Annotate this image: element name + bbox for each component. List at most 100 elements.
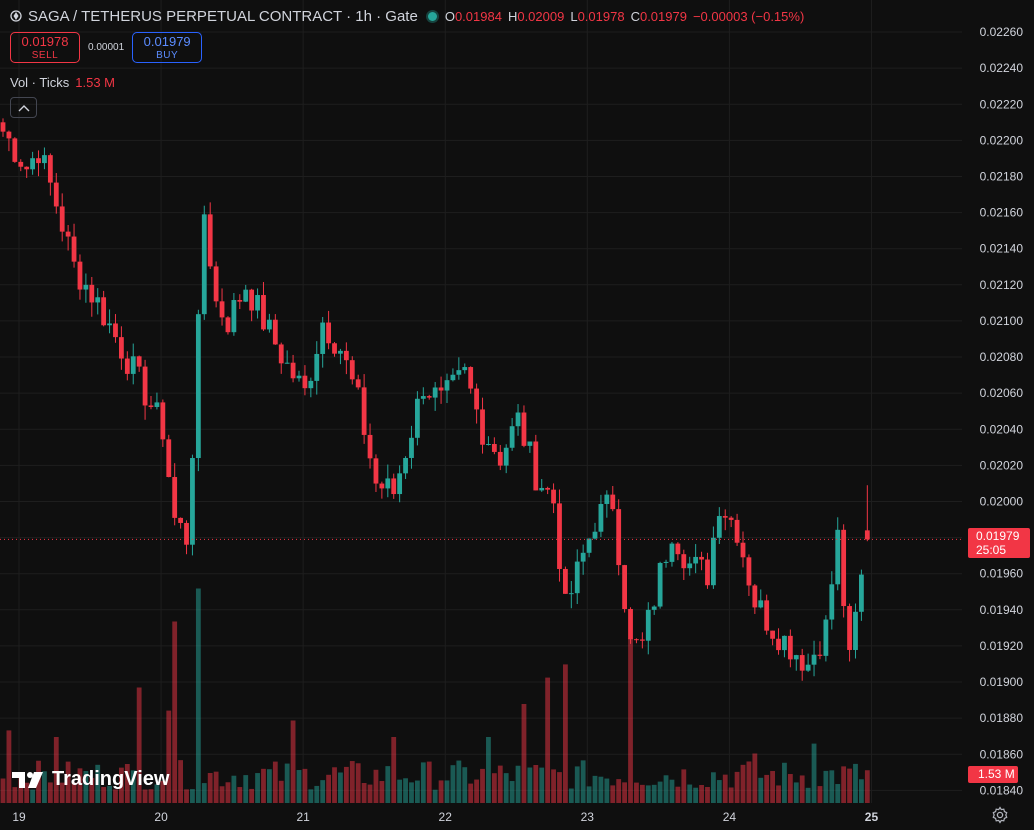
candle-body (705, 559, 710, 586)
volume-bar (332, 767, 337, 803)
volume-bar (758, 777, 764, 803)
volume-bar (687, 784, 693, 803)
volume-bar (539, 767, 545, 803)
sell-button[interactable]: 0.01978 SELL (10, 32, 80, 63)
candle-body (201, 214, 207, 315)
chart-grid (0, 0, 962, 803)
volume-bar (474, 779, 479, 803)
candle-body (770, 630, 775, 639)
volume-bar (249, 788, 255, 803)
candle-body (18, 161, 24, 167)
price-tick-label: 0.02260 (980, 25, 1024, 39)
candle-body (361, 387, 367, 435)
volume-bar (782, 762, 787, 803)
candle-body (438, 387, 444, 391)
tradingview-logo[interactable]: TradingView (12, 768, 169, 791)
volume-bar (36, 760, 41, 803)
volume-legend[interactable]: Vol · Ticks 1.53 M (10, 75, 115, 90)
time-tick-label: 20 (154, 810, 168, 824)
volume-bar (142, 789, 148, 803)
candle-body (527, 441, 533, 446)
candle-body (12, 138, 18, 162)
candle-body (752, 585, 758, 608)
volume-bar (805, 787, 811, 803)
volume-bar (178, 760, 183, 803)
candle-body (320, 322, 326, 354)
candle-body (817, 654, 823, 656)
volume-bar (533, 764, 539, 803)
volume-bar (604, 778, 610, 803)
candle-body (373, 458, 379, 484)
candle-body (113, 323, 118, 338)
volume-bar (261, 768, 266, 803)
volume-bar (722, 774, 728, 803)
candle-body (225, 317, 231, 333)
price-tick-label: 0.01840 (980, 783, 1024, 797)
volume-bar (243, 775, 249, 803)
volume-bar (853, 763, 858, 803)
candle-body (184, 522, 189, 545)
spread-value: 0.00001 (88, 42, 125, 53)
candle-body (130, 356, 136, 374)
volume-bar (89, 778, 95, 803)
candle-body (568, 593, 574, 595)
candle-body (610, 494, 616, 510)
volume-bar (734, 771, 740, 803)
market-status-icon[interactable] (427, 11, 437, 21)
volume-bar (397, 779, 403, 803)
volume-bar (616, 779, 622, 803)
sell-label: SELL (31, 50, 59, 61)
candle-body (675, 543, 681, 555)
candle-body (296, 375, 302, 379)
candle-body (450, 374, 456, 381)
symbol-title[interactable]: SAGA / TETHERUS PERPETUAL CONTRACT · 1h … (10, 8, 418, 25)
candle-body (811, 654, 817, 665)
volume-bar (373, 769, 379, 803)
symbol-title-text: SAGA / TETHERUS PERPETUAL CONTRACT · 1h … (28, 7, 418, 25)
candle-body (657, 562, 663, 607)
candle-body (586, 538, 592, 553)
price-tick-label: 0.02060 (980, 386, 1024, 400)
candle-body (491, 444, 497, 452)
candle-body (415, 398, 420, 438)
candle-body (557, 503, 562, 569)
volume-bar (272, 761, 278, 803)
candle-body (195, 314, 201, 459)
volume-bar (799, 775, 805, 803)
volume-bar (326, 774, 331, 803)
gear-icon[interactable] (991, 806, 1009, 824)
candle-body (278, 344, 284, 364)
candle-body (486, 444, 491, 446)
collapse-legend-button[interactable] (10, 97, 37, 118)
price-tick-label: 0.02020 (980, 458, 1024, 472)
volume-bar (255, 773, 260, 803)
buy-button[interactable]: 0.01979 BUY (132, 32, 203, 63)
candle-body (332, 343, 337, 354)
candle-body (468, 367, 474, 389)
candle-body (787, 635, 793, 660)
volume-bar (456, 760, 462, 803)
candle-body (160, 402, 166, 440)
volume-bar (438, 780, 444, 803)
volume-bar (681, 769, 687, 803)
volume-bar (864, 770, 870, 803)
candle-body (326, 322, 331, 344)
volume-bar (580, 760, 586, 803)
candle-body (782, 635, 787, 651)
price-tick-label: 0.01940 (980, 603, 1024, 617)
ohlc-close-value: 0.01979 (639, 8, 687, 24)
volume-bar (71, 782, 77, 803)
volume-bar (468, 783, 474, 803)
ohlc-high-key: H (507, 8, 518, 24)
volume-bar (267, 769, 272, 803)
volume-bar (385, 766, 391, 803)
candle-body (154, 402, 160, 407)
volume-bar (835, 784, 841, 803)
candle-body (776, 638, 781, 651)
tradingview-logo-icon (12, 771, 43, 788)
candle-body (355, 379, 361, 388)
volume-bars (0, 588, 870, 803)
price-tick-label: 0.02080 (980, 350, 1024, 364)
candle-body (533, 441, 539, 491)
